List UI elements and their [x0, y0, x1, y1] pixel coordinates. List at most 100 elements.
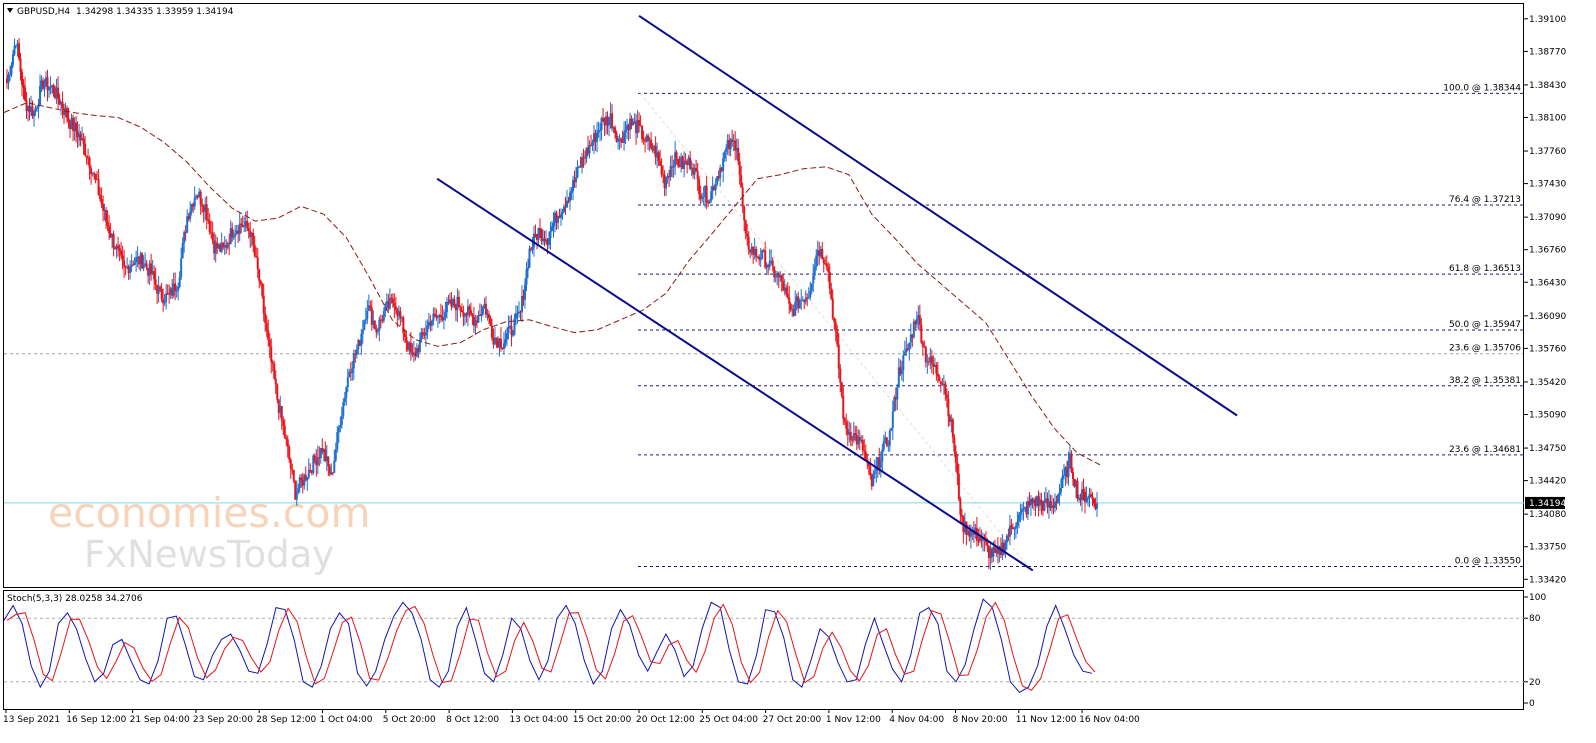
candle-body [478, 315, 481, 317]
candle-body [378, 319, 381, 331]
candle-body [382, 311, 385, 321]
watermark: economies.com FxNewsToday [48, 489, 370, 576]
candle-body [480, 313, 483, 316]
candle-body [857, 437, 860, 445]
candle-body [153, 271, 156, 280]
candle-body [465, 313, 468, 316]
candle-body [1056, 494, 1059, 503]
time-axis: 13 Sep 2021 16 Sep 12:00 21 Sep 04:00 23 Se… [3, 709, 1140, 725]
candle-body [397, 311, 400, 316]
candle-body [930, 356, 933, 364]
candle-body [154, 279, 157, 285]
candle-body [510, 325, 513, 335]
candle-body [130, 264, 133, 267]
price-tick-label: 1.37430 [1529, 180, 1566, 190]
candle-body [567, 200, 570, 202]
candle-body [73, 122, 76, 131]
candle-body [993, 547, 996, 553]
candle-body [78, 133, 81, 138]
candle-body [49, 86, 52, 88]
candle-body [384, 303, 387, 312]
fib-level-label: 100.0 @ 1.38344 [1443, 83, 1521, 93]
candle-body [85, 155, 88, 158]
candle-body [156, 284, 159, 294]
candle-body [406, 342, 409, 350]
candle-body [695, 167, 698, 171]
candle-body [726, 139, 729, 149]
chart-menu-icon[interactable] [7, 8, 13, 13]
candle-body [487, 314, 490, 319]
candle-body [941, 383, 944, 385]
candle-body [226, 243, 229, 248]
candle-body [265, 323, 268, 331]
candle-body [541, 238, 544, 241]
candle-body [719, 167, 722, 179]
candle-body [584, 157, 587, 159]
candle-body [390, 297, 393, 299]
candle-body [27, 105, 30, 112]
candle-body [1083, 491, 1086, 502]
candle-body [801, 299, 804, 301]
candle-body [219, 244, 222, 252]
candle-body [489, 318, 492, 327]
candle-body [223, 245, 226, 248]
candle-body [51, 85, 54, 87]
candle-body [94, 173, 97, 180]
candle-body [1076, 480, 1079, 499]
candle-body [795, 296, 798, 302]
candle-body [264, 313, 267, 324]
candle-body [448, 299, 451, 303]
price-tick-label: 1.33750 [1529, 543, 1566, 553]
candle-body [819, 249, 822, 257]
candle-body [1053, 501, 1056, 508]
candle-body [115, 245, 118, 250]
candle-body [6, 78, 8, 84]
candle-body [508, 325, 511, 327]
candle-body [469, 310, 472, 315]
fib-level-label: 23.6 @ 1.34681 [1449, 445, 1521, 455]
candle-body [529, 248, 532, 250]
time-tick-label: 1 Nov 12:00 [826, 715, 881, 725]
candle-body [611, 113, 614, 129]
candle-body [669, 166, 672, 177]
candle-body [882, 440, 885, 450]
candle-body [310, 470, 313, 473]
price-tick-label: 1.37760 [1529, 147, 1566, 157]
candle-body [785, 287, 788, 294]
candle-body [566, 200, 569, 208]
candle-body [596, 132, 599, 142]
candle-body [929, 356, 932, 362]
candle-body [894, 397, 897, 400]
candle-body [864, 451, 867, 460]
candle-body [340, 415, 343, 426]
candle-body [800, 299, 803, 301]
candle-body [117, 245, 120, 249]
candle-body [280, 406, 283, 421]
candle-body [696, 170, 699, 180]
candle-body [138, 256, 141, 265]
candle-body [1067, 460, 1070, 478]
candle-body [123, 260, 126, 267]
candle-body [283, 425, 286, 438]
candle-body [648, 139, 651, 141]
candle-body [935, 364, 938, 374]
candle-body [837, 344, 840, 369]
candle-body [228, 243, 231, 245]
candle-body [294, 480, 297, 500]
candle-body [614, 127, 617, 134]
candle-body [1004, 542, 1007, 551]
candle-body [945, 394, 948, 399]
candle-body [361, 330, 364, 335]
candle-body [525, 269, 528, 285]
price-tick-label: 1.35420 [1529, 378, 1566, 388]
candle-body [67, 118, 70, 122]
candle-body [91, 173, 94, 175]
price-tick-label: 1.38100 [1529, 113, 1566, 123]
candle-body [82, 138, 85, 144]
stoch-label: Stoch(5,3,3) 28.0258 34.2706 [7, 594, 143, 604]
candle-body [818, 250, 821, 257]
price-tick-label: 1.34750 [1529, 444, 1566, 454]
candle-body [169, 288, 172, 295]
candle-body [833, 317, 836, 323]
candle-body [653, 145, 656, 151]
